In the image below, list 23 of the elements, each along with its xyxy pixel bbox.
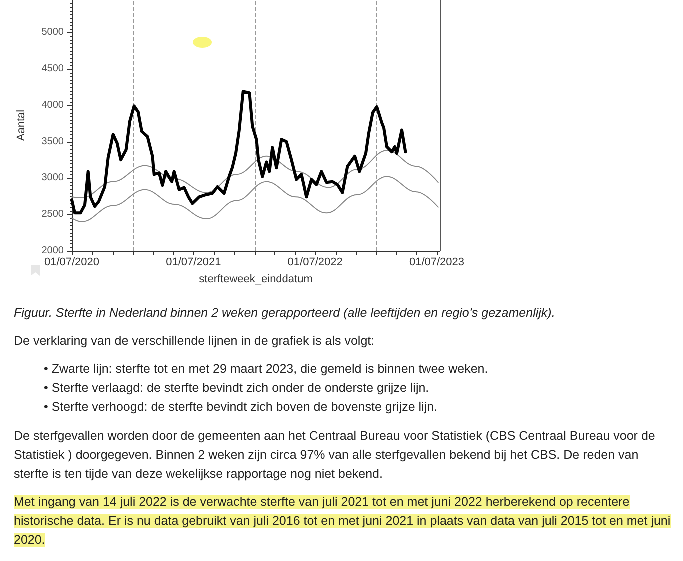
text: Figuur. Sterfte in Nederland binnen 2 weken gerapporteerd (alle leeftijden en regio’s gezamenlijk).: [14, 305, 556, 322]
text: Met ingang van 14 juli 2022 is de verwachte sterfte van juli 2021 tot en met juni 2022 herberekend op recentere historische data. Er is nu data gebruikt van juli 2016 tot en met juni 2021 in plaats van data van juli 2015 tot en met juni 2020.: [14, 495, 671, 547]
x-tick-label: 01/07/2023: [409, 256, 465, 268]
y-tick-label: 2000: [42, 246, 64, 256]
y-tick-label: 2500: [42, 209, 64, 220]
y-tick-label: 4000: [42, 100, 64, 111]
x-tick-label: 01/07/2022: [288, 256, 343, 268]
y-tick-label: 3500: [42, 136, 64, 148]
line-series: [72, 150, 439, 198]
x-tick-label: 01/07/2021: [166, 256, 222, 268]
text: • Sterfte verhoogd: de sterfte bevindt zich boven de bovenste grijze lijn.: [43, 399, 438, 416]
text: • Sterfte verlaagd: de sterfte bevindt zich onder de onderste grijze lijn.: [43, 380, 430, 397]
x-axis-title: sterfteweek_einddatum: [199, 274, 313, 286]
line-series: [72, 176, 439, 222]
y-tick-label: 4500: [42, 64, 64, 75]
text: De sterfgevallen worden door de gemeenten aan het Centraal Bureau voor Statistiek (CBS Centraal Bureau voor de Statistiek ) doorgegeven. Binnen 2 weken zijn circa 97% van alle sterfgevallen bekend bij het CBS. De reden van sterfte is ten tijde van deze wekelijkse rapportage nog niet bekend.: [14, 428, 656, 483]
y-tick-label: 5000: [42, 27, 64, 38]
text: • Zwarte lijn: sterfte tot en met 29 maart 2023, die gemeld is binnen twee weken.: [43, 361, 490, 378]
x-tick-label: 01/07/2020: [44, 256, 100, 268]
y-axis-title: Aantal: [16, 110, 28, 142]
line-series: [70, 90, 408, 215]
text: De verklaring van de verschillende lijnen in de grafiek is als volgt:: [14, 333, 376, 350]
y-tick-label: 3000: [42, 172, 64, 184]
